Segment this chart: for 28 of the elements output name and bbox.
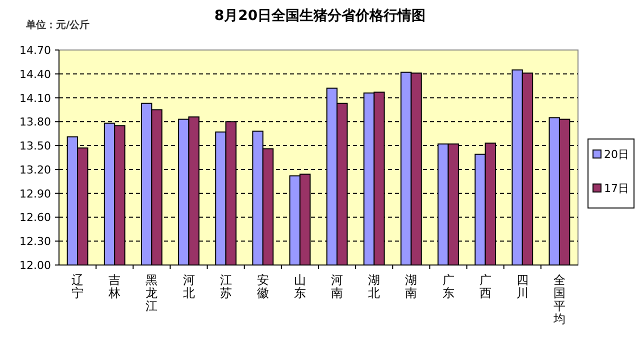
x-tick-label: 全国平均: [552, 273, 566, 326]
x-tick-label: 黑龙江: [146, 273, 158, 313]
x-tick-label: 广东: [442, 273, 454, 300]
x-tick-label: 广西: [479, 273, 492, 300]
y-tick-label: 13.50: [20, 140, 51, 153]
legend-label: 20日: [604, 148, 629, 161]
x-tick-label: 河北: [182, 273, 195, 300]
y-tick-label: 14.70: [20, 44, 51, 57]
x-tick-label: 四川: [516, 273, 528, 300]
y-tick-label: 12.00: [20, 259, 51, 272]
x-tick-label: 河南: [331, 273, 344, 300]
y-tick-label: 14.40: [20, 68, 51, 81]
y-tick-label: 12.30: [20, 235, 51, 248]
x-tick-label: 江苏: [220, 273, 232, 300]
x-tick-label: 安徽: [256, 273, 269, 300]
x-tick-label: 辽宁: [72, 273, 84, 300]
x-tick-label: 山东: [294, 273, 306, 300]
y-tick-label: 13.80: [20, 116, 51, 129]
chart-title: 8月20日全国生猪分省价格行情图: [214, 8, 426, 24]
y-tick-label: 12.90: [20, 187, 51, 200]
x-tick-label: 湖北: [368, 273, 380, 300]
y-tick-label: 13.20: [20, 163, 51, 176]
y-tick-label: 14.10: [20, 92, 51, 105]
legend-label: 17日: [604, 182, 629, 195]
y-tick-label: 12.60: [20, 211, 51, 224]
y-axis-title: 单位：元/公斤: [25, 19, 90, 31]
x-tick-label: 吉林: [108, 273, 121, 300]
x-tick-label: 湖南: [405, 273, 418, 300]
